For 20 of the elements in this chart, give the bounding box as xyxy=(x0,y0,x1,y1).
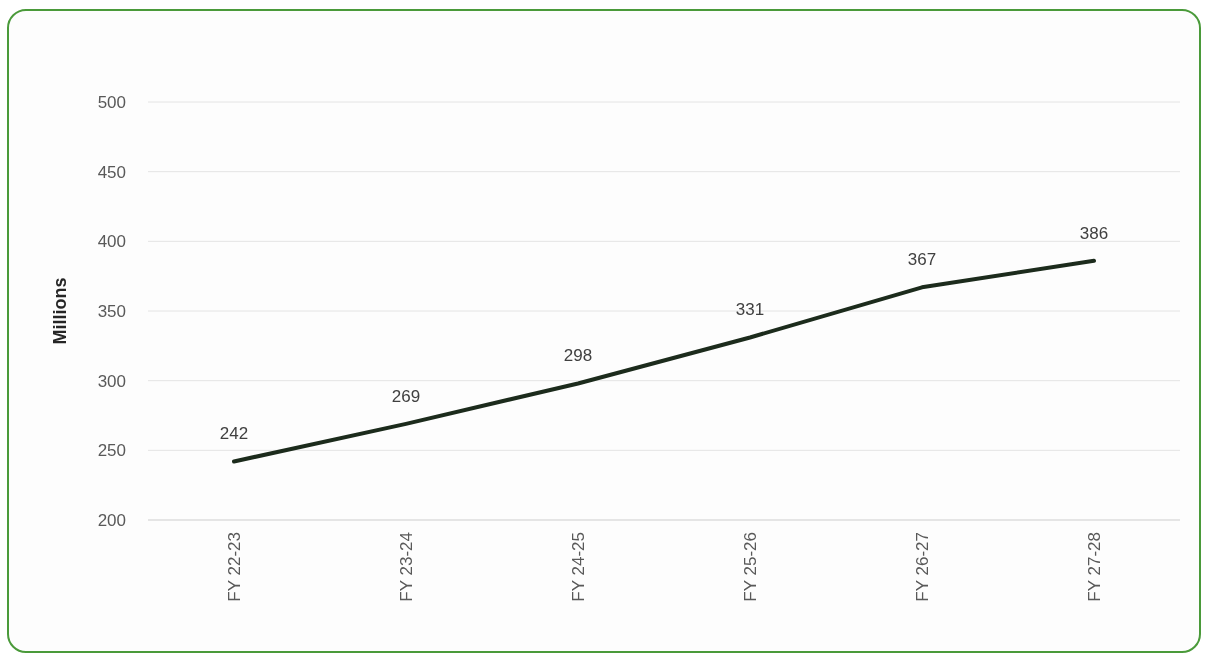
data-label: 242 xyxy=(219,424,249,444)
data-label: 386 xyxy=(1079,223,1109,243)
x-tick-label: FY 24-25 xyxy=(568,532,588,602)
y-tick-label: 300 xyxy=(97,371,126,391)
y-tick-label: 350 xyxy=(97,301,126,321)
data-label: 367 xyxy=(907,250,937,270)
y-tick-label: 500 xyxy=(97,92,126,112)
x-tick-label: FY 22-23 xyxy=(224,532,244,602)
data-label: 269 xyxy=(391,386,421,406)
y-tick-label: 250 xyxy=(97,441,126,461)
x-tick-label: FY 27-28 xyxy=(1084,532,1104,602)
y-tick-label: 400 xyxy=(97,232,126,252)
x-tick-label: FY 25-26 xyxy=(740,532,760,602)
y-tick-label: 450 xyxy=(97,162,126,182)
y-axis-title: Millions xyxy=(50,277,70,345)
x-tick-label: FY 23-24 xyxy=(396,532,416,602)
data-label: 298 xyxy=(563,346,593,366)
data-label: 331 xyxy=(735,300,765,320)
y-tick-label: 200 xyxy=(97,510,126,530)
x-tick-label: FY 26-27 xyxy=(912,532,932,602)
